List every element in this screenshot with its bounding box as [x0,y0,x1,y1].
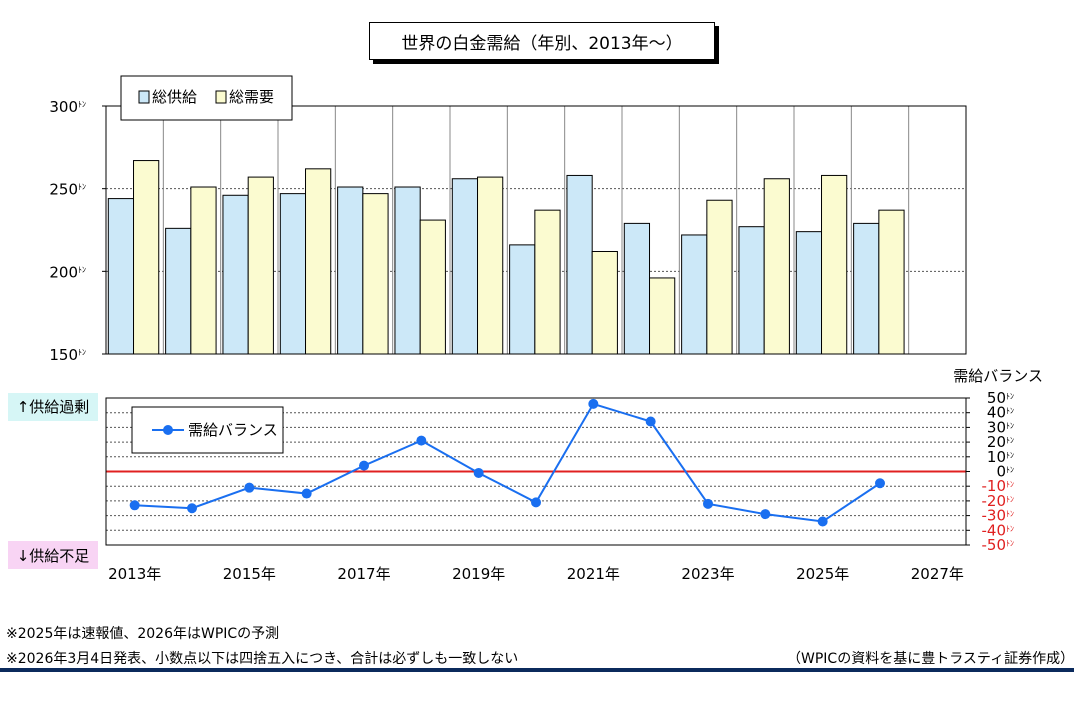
demand-bar [362,193,389,355]
demand-bar [878,209,905,355]
balance-point [817,516,828,527]
note-preliminary: ※2025年は速報値、2026年はWPICの予測 [6,626,280,642]
supply-legend-label: 総供給 [152,88,197,106]
balance-line [134,402,881,523]
balance-y-tick-label: -40ﾄﾝ [982,521,1015,539]
bar-y-tick-label: 300ﾄﾝ [49,98,86,116]
demand-bar [419,219,446,355]
supply-bar [566,174,593,355]
supply-bar [451,178,479,355]
balance-point [875,478,885,489]
supply-bar [279,193,307,355]
balance-point [301,488,312,499]
supply-bar [337,186,364,355]
balance-point [416,435,427,446]
balance-point [531,497,541,508]
x-tick-label: 2019年 [452,565,505,583]
deficit-label: ↓供給不足 [17,547,90,565]
demand-bar [133,160,160,355]
balance-y-tick-label: -10ﾄﾝ [982,477,1015,495]
supply-legend-swatch [138,90,150,104]
demand-bar [247,176,274,355]
x-tick-label: 2013年 [108,565,161,583]
balance-point [359,460,369,471]
surplus-label-bg [8,393,98,421]
bar-y-tick-label: 200ﾄﾝ [49,263,86,281]
line-plot-border [105,397,967,546]
x-tick-label: 2027年 [911,565,964,583]
x-tick-label: 2025年 [796,565,849,583]
surplus-label: ↑供給過剰 [17,398,90,416]
supply-bar [795,231,823,355]
x-tick-label: 2021年 [567,565,620,583]
balance-point [129,500,140,511]
chart-title: 世界の白金需給（年別、2013年～） [369,22,715,60]
demand-bar [649,277,676,355]
line-legend-label: 需給バランス [188,421,278,439]
supply-bar [222,194,249,355]
balance-y-tick-label: -30ﾄﾝ [982,507,1015,525]
balance-point [645,416,656,427]
balance-point [473,467,484,478]
supply-bar [107,198,135,355]
deficit-label-bg [8,541,98,569]
demand-bar [591,250,618,355]
demand-bar [706,199,733,355]
supply-bar [509,244,536,355]
x-tick-label: 2023年 [681,565,734,583]
supply-bar [681,234,708,355]
supply-bar [738,226,765,355]
balance-point [588,398,599,409]
x-tick-label: 2017年 [337,565,390,583]
balance-axis-title: 需給バランス [953,367,1043,385]
supply-bar [394,186,421,355]
demand-bar [477,176,504,355]
balance-y-tick-label: -20ﾄﾝ [982,492,1015,510]
note-release: ※2026年3月4日発表、小数点以下は四捨五入につき、合計は必ずしも一致しない [6,651,519,667]
demand-bar [305,168,332,355]
source-note: （WPICの資料を基に豊トラスティ証券作成） [787,651,1074,667]
supply-bar [165,227,192,355]
balance-point [703,498,713,509]
bar-y-tick-label: 250ﾄﾝ [49,181,86,199]
line-legend-marker [163,425,173,435]
demand-legend-label: 総需要 [229,88,274,106]
supply-bar [853,222,880,355]
balance-point [760,509,771,520]
demand-bar [821,174,848,355]
x-tick-label: 2015年 [223,565,276,583]
demand-bar [190,186,217,355]
supply-bar [623,222,651,355]
demand-bar [534,209,561,355]
balance-point [244,482,255,493]
demand-legend-swatch [215,90,227,104]
balance-y-tick-label: -50ﾄﾝ [982,536,1015,554]
bar-y-tick-label: 150ﾄﾝ [49,346,86,364]
bar-plot-border [105,105,967,355]
balance-point [187,503,197,514]
demand-bar [763,178,790,355]
footer-rule [0,668,1074,672]
